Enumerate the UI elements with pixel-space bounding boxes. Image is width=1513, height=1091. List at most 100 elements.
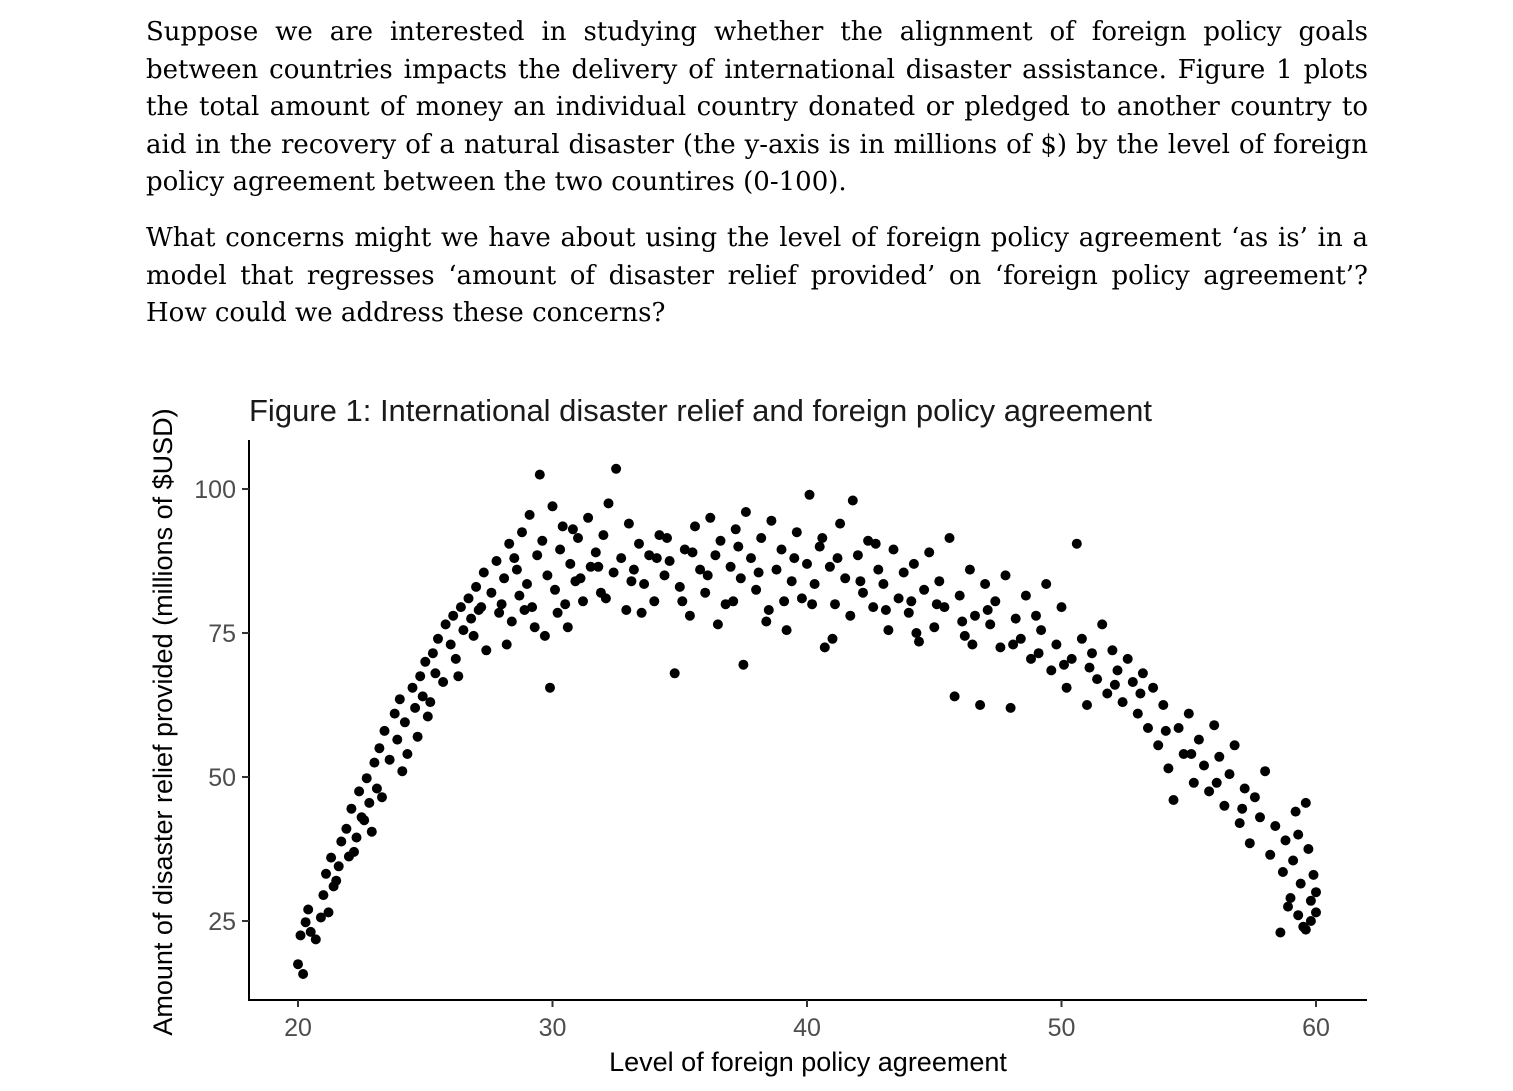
data-point-187 <box>1102 688 1113 699</box>
data-point-286 <box>763 605 774 615</box>
data-point-65 <box>524 509 535 520</box>
x-tick-label-40: 40 <box>793 1014 821 1042</box>
data-point-139 <box>858 587 868 598</box>
data-point-273 <box>1084 662 1095 673</box>
data-point-174 <box>1036 625 1047 636</box>
data-point-169 <box>1010 613 1021 624</box>
data-point-114 <box>738 659 749 670</box>
data-point-225 <box>1288 855 1299 866</box>
data-point-186 <box>1097 619 1108 630</box>
data-point-149 <box>908 558 919 569</box>
data-point-109 <box>715 535 726 546</box>
data-point-255 <box>626 576 637 587</box>
data-point-152 <box>924 547 935 558</box>
data-point-44 <box>440 619 451 630</box>
x-axis-label: Level of foreign policy agreement <box>609 1047 1007 1077</box>
data-point-50 <box>463 593 474 604</box>
data-point-270 <box>1008 639 1019 650</box>
data-point-118 <box>756 533 767 543</box>
data-point-122 <box>776 544 787 555</box>
data-point-15 <box>341 823 352 834</box>
data-point-239 <box>1305 916 1316 926</box>
data-point-258 <box>702 570 713 581</box>
data-point-199 <box>1163 763 1174 774</box>
question-paragraph-2: What concerns might we have about using … <box>146 223 1368 328</box>
data-point-10 <box>326 852 337 863</box>
data-point-175 <box>1041 579 1052 589</box>
data-point-120 <box>766 515 777 526</box>
data-point-37 <box>417 691 428 702</box>
data-point-185 <box>1092 674 1103 685</box>
data-point-9 <box>321 868 331 879</box>
data-point-157 <box>949 691 960 702</box>
data-point-259 <box>728 596 739 607</box>
data-point-137 <box>847 495 858 506</box>
data-point-167 <box>1000 570 1011 581</box>
data-point-95 <box>644 550 655 561</box>
data-point-288 <box>911 628 922 638</box>
data-point-243 <box>377 792 387 803</box>
data-point-263 <box>832 553 843 564</box>
data-point-127 <box>802 558 812 569</box>
x-tick-label-50: 50 <box>1048 1014 1076 1042</box>
data-point-91 <box>623 518 634 529</box>
data-point-202 <box>1178 749 1189 759</box>
data-point-22 <box>364 797 375 808</box>
data-point-48 <box>455 602 466 613</box>
data-point-85 <box>598 530 609 541</box>
data-point-299 <box>870 538 881 549</box>
data-point-98 <box>659 570 670 581</box>
data-point-131 <box>819 642 830 653</box>
data-point-3 <box>300 917 311 928</box>
data-point-39 <box>422 711 433 722</box>
data-point-99 <box>664 556 675 566</box>
data-point-107 <box>705 512 716 523</box>
data-point-181 <box>1071 538 1082 549</box>
data-point-268 <box>957 616 968 627</box>
data-point-54 <box>478 567 489 578</box>
data-point-72 <box>547 501 558 512</box>
data-point-29 <box>389 708 400 719</box>
data-point-35 <box>410 702 421 713</box>
data-point-86 <box>603 498 614 509</box>
data-point-289 <box>967 639 978 650</box>
data-point-256 <box>651 553 662 564</box>
y-tick-label-25: 25 <box>208 908 236 936</box>
data-point-90 <box>621 605 632 615</box>
y-tick-label-75: 75 <box>208 620 236 648</box>
data-point-45 <box>445 639 456 650</box>
data-point-203 <box>1183 708 1194 719</box>
data-point-252 <box>552 607 563 618</box>
data-point-141 <box>868 602 879 613</box>
data-point-13 <box>333 861 344 872</box>
data-point-279 <box>1237 803 1248 814</box>
data-point-220 <box>1270 821 1281 831</box>
data-point-87 <box>608 567 619 578</box>
data-point-128 <box>804 489 815 500</box>
data-point-88 <box>611 463 622 474</box>
data-point-58 <box>496 599 507 610</box>
data-point-222 <box>1277 867 1288 877</box>
data-point-207 <box>1204 786 1215 797</box>
data-point-211 <box>1224 769 1235 780</box>
data-point-134 <box>835 518 846 529</box>
data-point-165 <box>990 596 1001 607</box>
data-point-219 <box>1265 849 1276 860</box>
data-point-56 <box>486 587 497 598</box>
data-point-63 <box>517 527 527 538</box>
data-point-224 <box>1285 893 1296 903</box>
data-point-200 <box>1168 795 1179 805</box>
data-point-70 <box>542 570 553 581</box>
data-point-206 <box>1199 760 1209 771</box>
ticks-layer: 20 30 40 50 60 25 50 75 100 <box>194 476 1330 1042</box>
data-point-144 <box>883 625 894 636</box>
data-point-216 <box>1249 792 1260 803</box>
x-tick-label-30: 30 <box>539 1014 567 1042</box>
data-point-261 <box>779 596 790 607</box>
data-point-189 <box>1112 665 1123 676</box>
data-point-52 <box>471 581 482 592</box>
data-point-158 <box>954 590 965 601</box>
data-point-264 <box>855 576 866 587</box>
data-point-68 <box>534 469 545 480</box>
